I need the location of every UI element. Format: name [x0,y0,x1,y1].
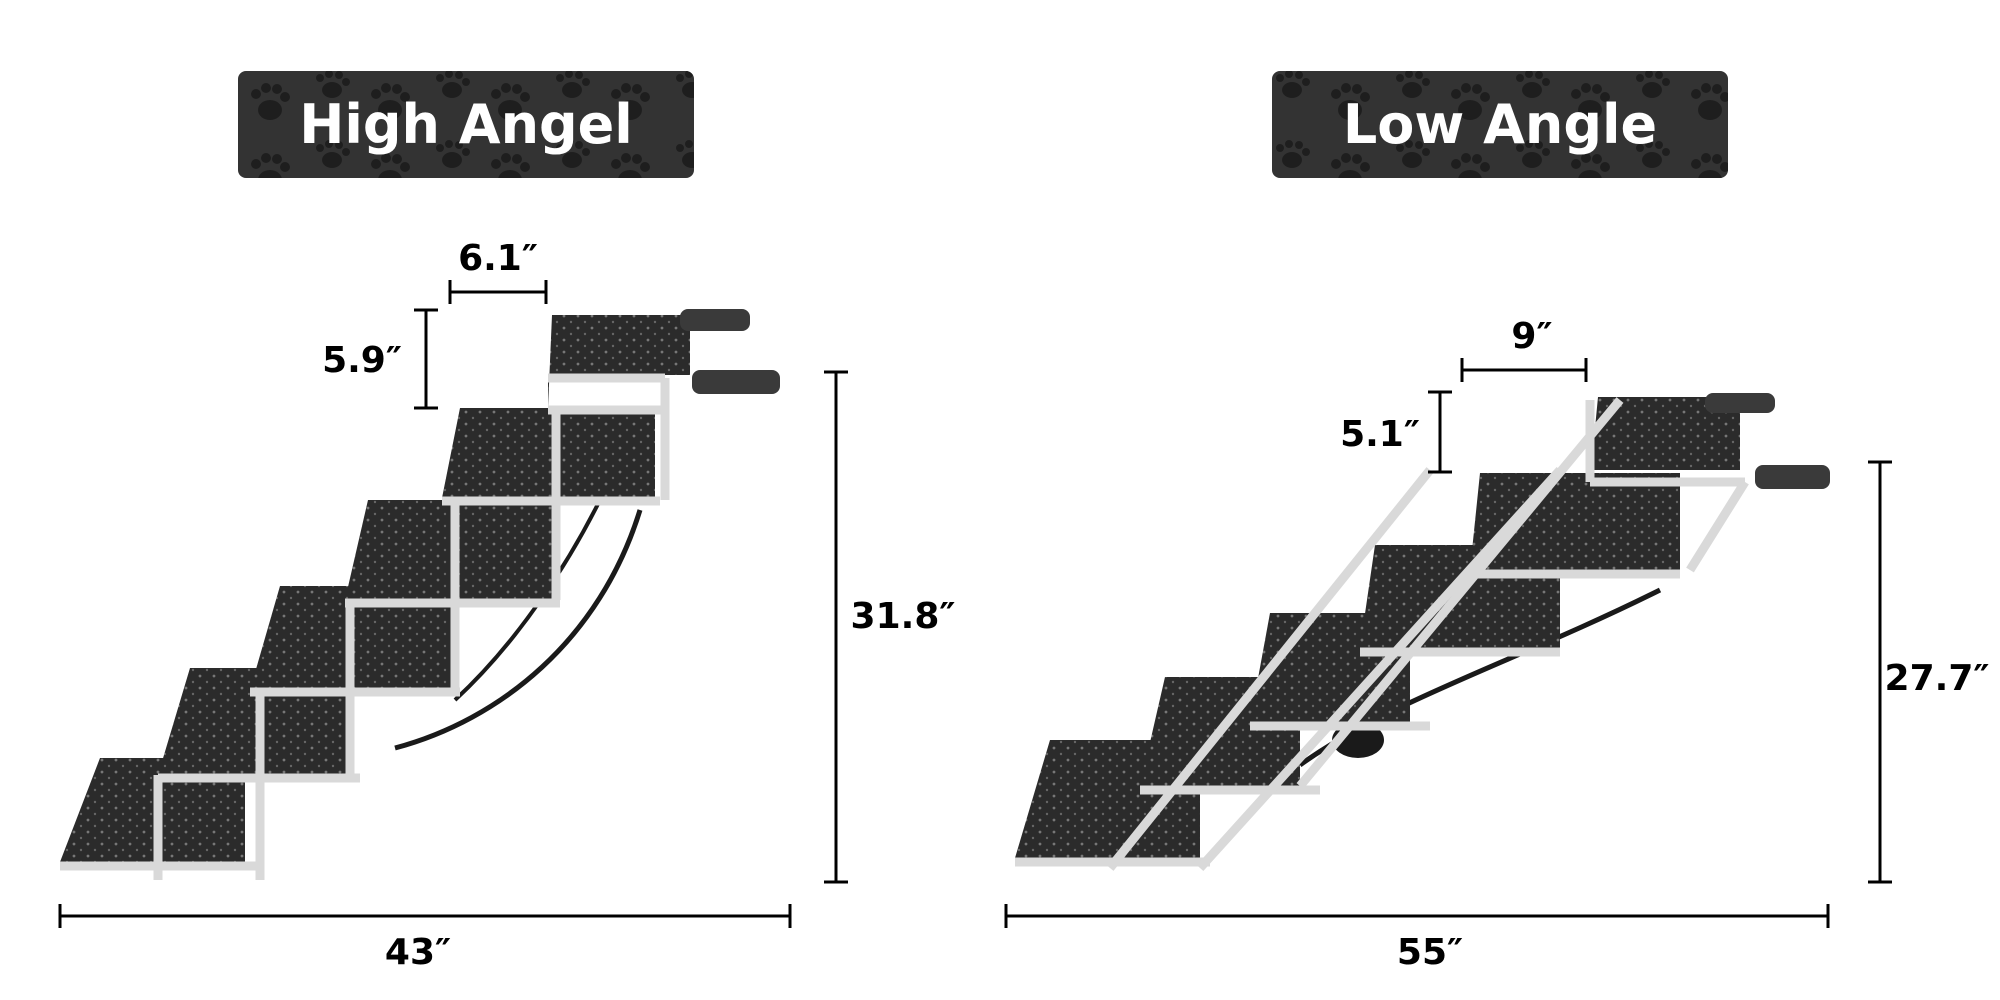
step-height-dimension [414,308,438,410]
handles [1705,393,1830,489]
step-height-label: 5.1″ [1340,414,1420,455]
total-height-dimension [824,370,848,884]
panel-high-angle: High Angel [58,71,956,973]
total-height-label: 31.8″ [851,596,956,637]
aluminum-frame [1015,397,1749,872]
total-height-dimension [1868,460,1892,884]
total-length-label: 55″ [1397,932,1463,973]
step-width-label: 9″ [1511,316,1552,357]
panel-low-angle: Low Angle [1004,71,1990,973]
panel-title: Low Angle [1343,93,1657,156]
total-length-label: 43″ [385,932,451,973]
total-length-dimension [1004,904,1830,928]
handles [680,309,780,394]
step-treads [1015,397,1740,858]
step-width-dimension [448,280,548,304]
total-length-dimension [58,904,792,928]
title-banner: High Angel [238,71,694,178]
stair-illustration [1015,393,1830,872]
total-height-label: 27.7″ [1885,658,1990,699]
panel-title: High Angel [299,93,633,156]
step-height-label: 5.9″ [322,340,402,381]
title-banner: Low Angle [1272,71,1728,178]
step-width-dimension [1460,358,1588,382]
step-width-label: 6.1″ [458,238,538,279]
stair-illustration [60,309,780,880]
step-height-dimension [1428,390,1452,474]
aluminum-frame [60,373,670,880]
